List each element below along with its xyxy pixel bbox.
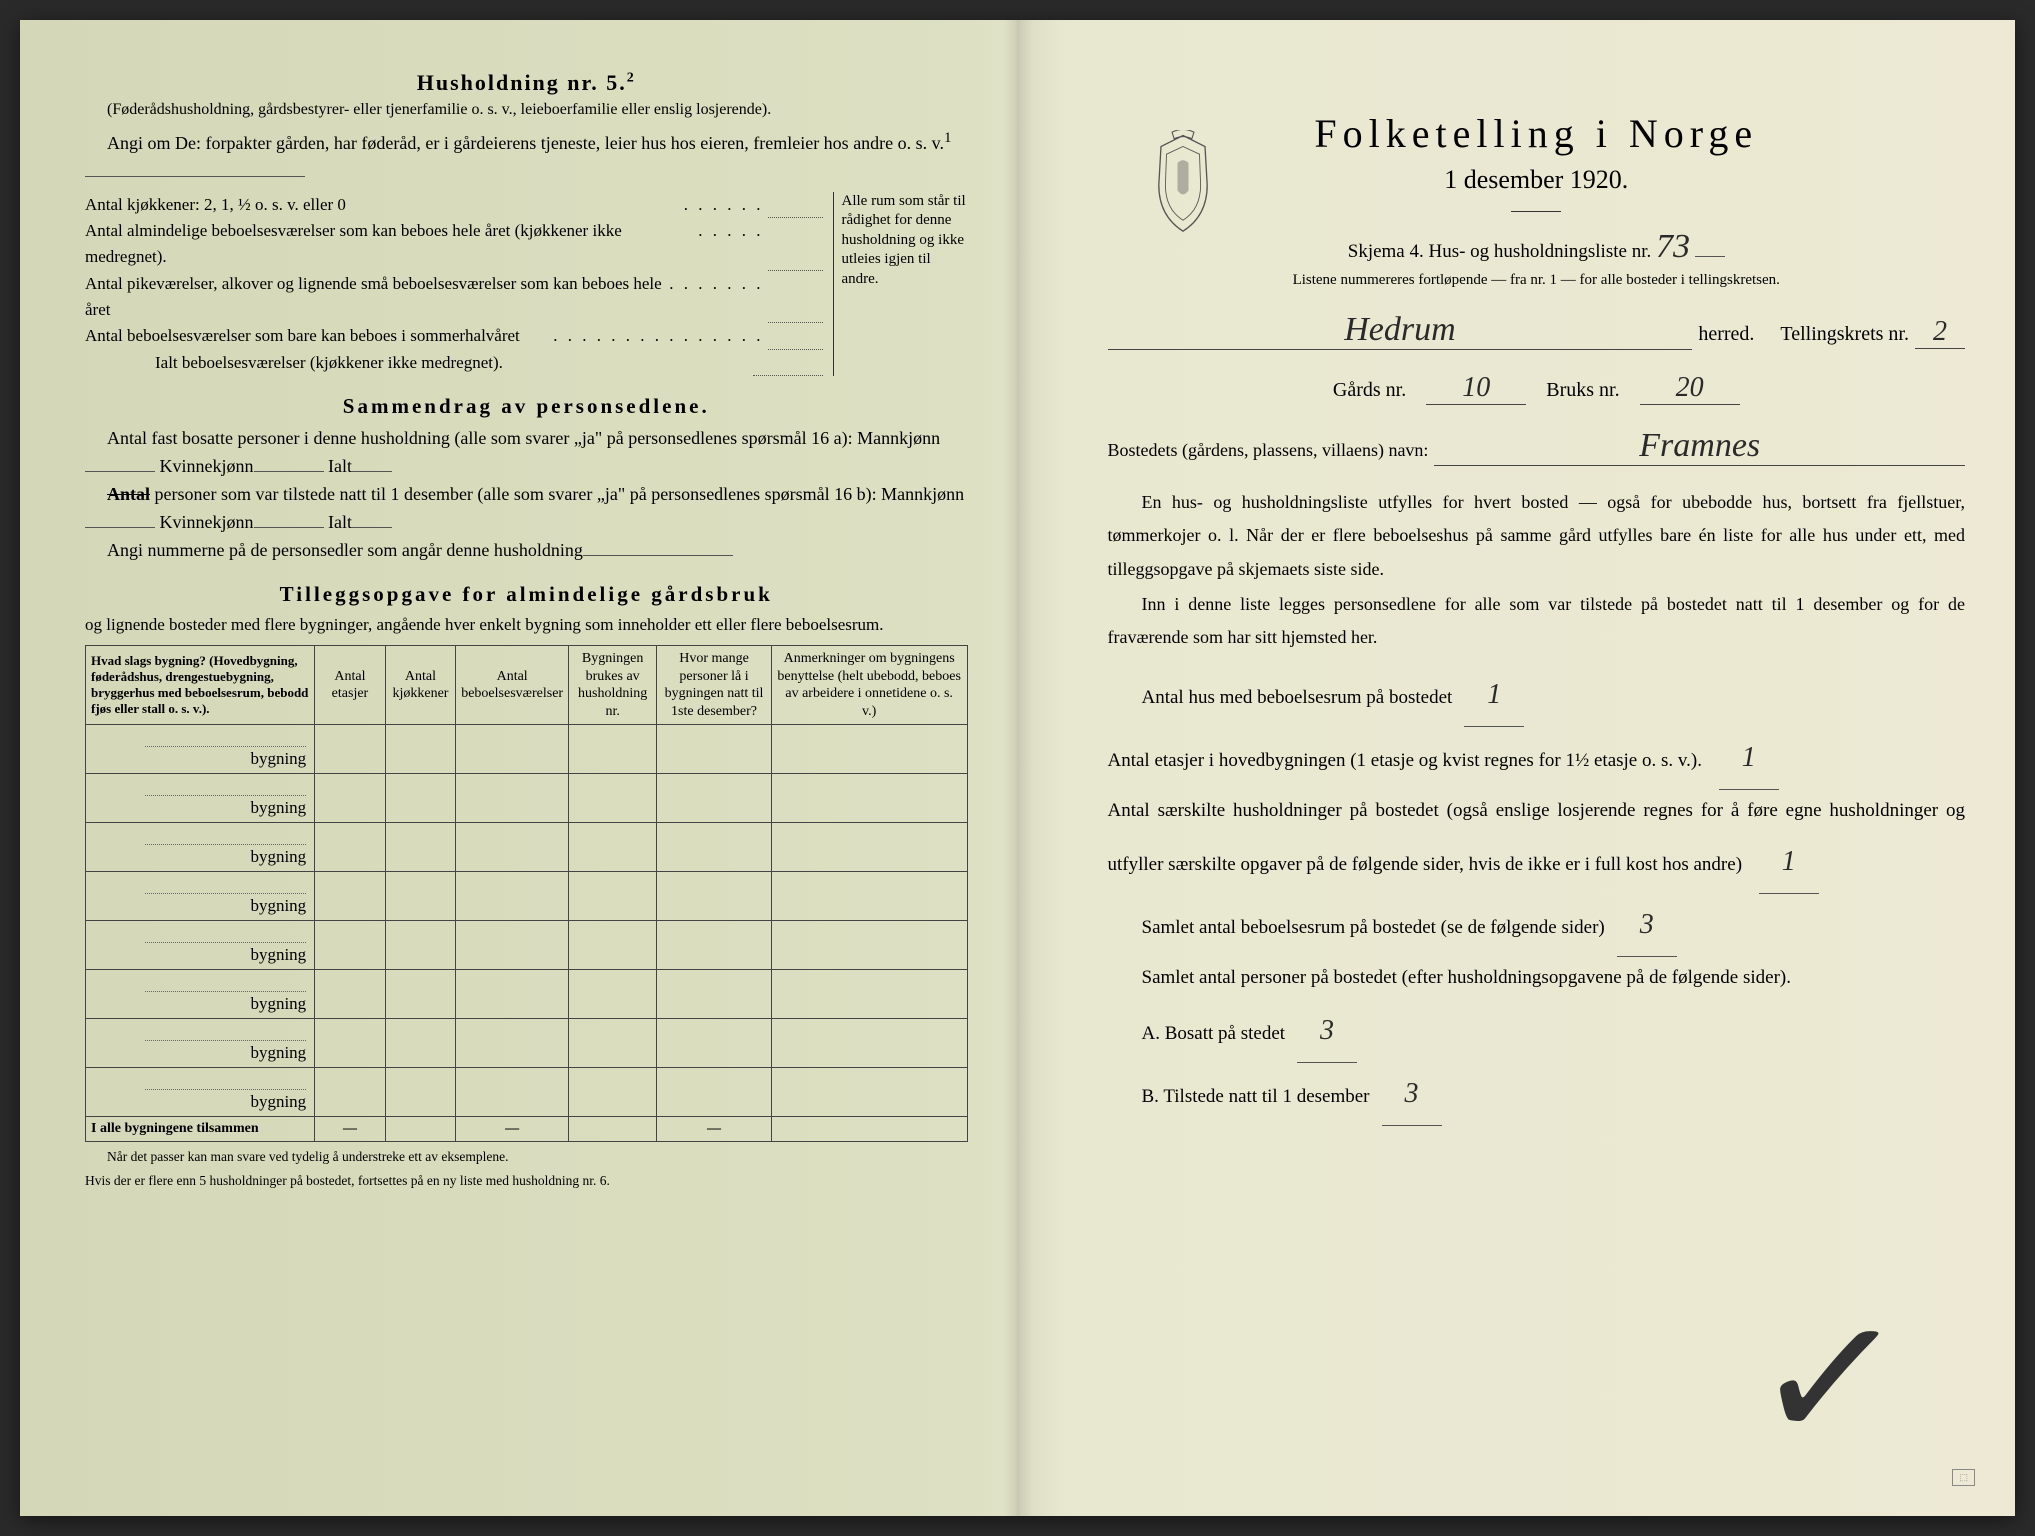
bruks-value: 20 (1676, 372, 1704, 404)
alm-label: Antal almindelige beboelsesværelser som … (85, 218, 694, 271)
etasjer-row: Antal etasjer i hovedbygningen (1 etasje… (1108, 727, 1966, 790)
header-block: Folketelling i Norge 1 desember 1920. Sk… (1108, 110, 1966, 289)
th-3: Antal beboelsesværelser (456, 646, 569, 725)
tellingskrets-value: 2 (1933, 316, 1947, 348)
table-row: bygning (86, 725, 968, 774)
bygning-table: Hvad slags bygning? (Hovedbygning, føder… (85, 645, 968, 1142)
right-page: Folketelling i Norge 1 desember 1920. Sk… (1018, 20, 2016, 1516)
ialt-label: Ialt beboelsesværelser (kjøkkener ikke m… (155, 350, 753, 376)
th-0: Hvad slags bygning? (Hovedbygning, føder… (91, 653, 308, 717)
table-row: bygning (86, 1068, 968, 1117)
body-p2: Inn i denne liste legges personsedlene f… (1108, 588, 1966, 655)
bosted-value: Framnes (1639, 427, 1760, 465)
herred-row: Hedrum herred. Tellingskrets nr. 2 (1108, 311, 1966, 350)
samlet-rum-row: Samlet antal beboelsesrum på bostedet (s… (1108, 894, 1966, 957)
th-6: Anmerkninger om bygningens benyttelse (h… (771, 646, 967, 725)
gards-value: 10 (1462, 372, 1490, 404)
printer-stamp: ⬚ (1952, 1469, 1975, 1486)
saerskilte-value: 1 (1782, 831, 1796, 893)
left-page: Husholdning nr. 5.2 (Føderådshusholdning… (20, 20, 1018, 1516)
th-2: Antal kjøkkener (385, 646, 456, 725)
saerskilte-row: Antal særskilte husholdninger på bostede… (1108, 790, 1966, 894)
skjema-nr-value: 73 (1656, 228, 1690, 266)
body-text: En hus- og husholdningsliste utfylles fo… (1108, 486, 1966, 1126)
a-value: 3 (1320, 1000, 1334, 1062)
samlet-rum-value: 3 (1640, 894, 1654, 956)
antal-hus-row: Antal hus med beboelsesrum på bostedet 1 (1108, 664, 1966, 727)
sammendrag-title: Sammendrag av personsedlene. (85, 394, 968, 419)
table-row: bygning (86, 774, 968, 823)
checkmark-icon: ✓ (1751, 1330, 1909, 1433)
coat-of-arms-icon (1138, 130, 1228, 245)
angi-intro: Angi om De: forpakter gården, har føderå… (85, 127, 968, 186)
table-footnote-1: Når det passer kan man svare ved tydelig… (85, 1148, 968, 1166)
th-4: Bygningen brukes av husholdning nr. (569, 646, 657, 725)
gards-row: Gårds nr. 10 Bruks nr. 20 (1108, 372, 1966, 405)
divider (1511, 211, 1561, 212)
table-row: bygning (86, 970, 968, 1019)
herred-value: Hedrum (1344, 311, 1455, 349)
listene-note: Listene nummereres fortløpende — fra nr.… (1108, 272, 1966, 289)
bosted-row: Bostedets (gårdens, plassens, villaens) … (1108, 427, 1966, 466)
body-p1: En hus- og husholdningsliste utfylles fo… (1108, 486, 1966, 586)
b-value: 3 (1405, 1063, 1419, 1125)
date-line: 1 desember 1920. (1108, 165, 1966, 195)
skjema-line: Skjema 4. Hus- og husholdningsliste nr. … (1108, 228, 1966, 266)
census-document: Husholdning nr. 5.2 (Føderådshusholdning… (20, 20, 2015, 1516)
samlet-pers-label: Samlet antal personer på bostedet (efter… (1108, 957, 1966, 999)
a-row: A. Bosatt på stedet 3 (1108, 1000, 1966, 1063)
rooms-block: Antal kjøkkener: 2, 1, ½ o. s. v. eller … (85, 192, 968, 376)
sammendrag-p2: Antal personer som var tilstede natt til… (85, 481, 968, 537)
main-title: Folketelling i Norge (1108, 110, 1966, 157)
b-row: B. Tilstede natt til 1 desember 3 (1108, 1063, 1966, 1126)
table-sum-row: I alle bygningene tilsammen — — — (86, 1117, 968, 1142)
tillegg-sub: og lignende bosteder med flere bygninger… (85, 613, 968, 637)
pike-label: Antal pikeværelser, alkover og lignende … (85, 271, 665, 324)
husholdning-title: Husholdning nr. 5.2 (85, 70, 968, 96)
kjokken-label: Antal kjøkkener: 2, 1, ½ o. s. v. eller … (85, 192, 680, 218)
table-footnote-2: Hvis der er flere enn 5 husholdninger på… (85, 1172, 968, 1190)
table-row: bygning (86, 921, 968, 970)
table-row: bygning (86, 823, 968, 872)
sammendrag-p1: Antal fast bosatte personer i denne hush… (85, 425, 968, 481)
etasjer-value: 1 (1742, 727, 1756, 789)
antal-hus-value: 1 (1487, 664, 1501, 726)
sommer-label: Antal beboelsesværelser som bare kan beb… (85, 323, 549, 349)
sammendrag-p3: Angi nummerne på de personsedler som ang… (85, 537, 968, 565)
tillegg-title: Tilleggsopgave for almindelige gårdsbruk (85, 582, 968, 607)
rooms-side-note: Alle rum som står til rådighet for denne… (833, 192, 968, 376)
table-row: bygning (86, 1019, 968, 1068)
husholdning-note: (Føderådshusholdning, gårdsbestyrer- ell… (85, 100, 968, 121)
th-1: Antal etasjer (315, 646, 386, 725)
th-5: Hvor mange personer lå i bygningen natt … (657, 646, 772, 725)
table-row: bygning (86, 872, 968, 921)
